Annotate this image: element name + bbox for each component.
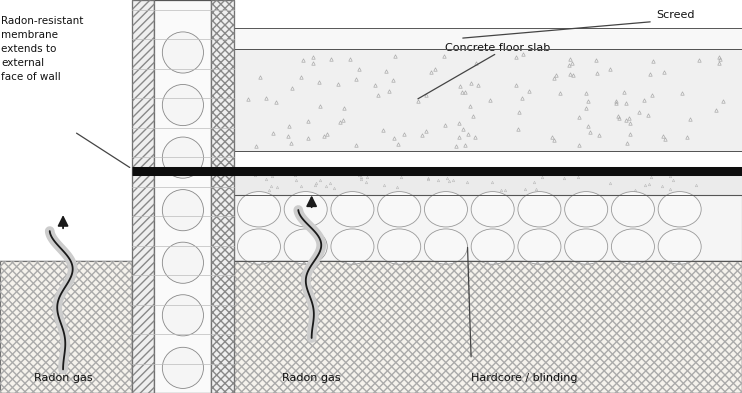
Text: Concrete floor slab: Concrete floor slab [445,43,551,53]
Bar [211,0,234,393]
Text: Hardcore / blinding: Hardcore / blinding [471,373,578,383]
Bar [234,195,742,261]
Bar [234,49,742,151]
Ellipse shape [471,229,514,264]
Bar [234,261,742,393]
Ellipse shape [162,32,203,73]
Ellipse shape [565,229,608,264]
Ellipse shape [162,295,203,336]
Text: Radon gas: Radon gas [33,373,93,383]
Bar [0,261,132,393]
Ellipse shape [162,137,203,178]
Ellipse shape [237,229,280,264]
Bar [132,0,154,393]
Ellipse shape [424,191,467,227]
Ellipse shape [378,229,421,264]
Ellipse shape [611,229,654,264]
Bar [0,261,132,393]
Text: Radon-resistant
membrane
extends to
external
face of wall: Radon-resistant membrane extends to exte… [1,16,84,82]
Ellipse shape [162,347,203,388]
Ellipse shape [518,229,561,264]
Ellipse shape [162,242,203,283]
Bar [234,261,742,393]
Ellipse shape [424,229,467,264]
Bar [0,261,132,393]
Bar [132,0,154,393]
Ellipse shape [162,189,203,231]
Bar [211,0,234,393]
Ellipse shape [162,84,203,126]
Ellipse shape [471,191,514,227]
Text: Screed: Screed [657,10,695,20]
Ellipse shape [658,191,701,227]
Ellipse shape [331,229,374,264]
Ellipse shape [237,191,280,227]
Ellipse shape [331,191,374,227]
Ellipse shape [378,191,421,227]
Ellipse shape [518,191,561,227]
Bar [234,261,742,393]
Ellipse shape [284,191,327,227]
Bar [234,28,742,49]
Ellipse shape [611,191,654,227]
Ellipse shape [565,191,608,227]
Ellipse shape [284,229,327,264]
Ellipse shape [658,229,701,264]
Bar [154,0,211,393]
Bar [234,171,742,195]
Text: Radon gas: Radon gas [282,373,341,383]
